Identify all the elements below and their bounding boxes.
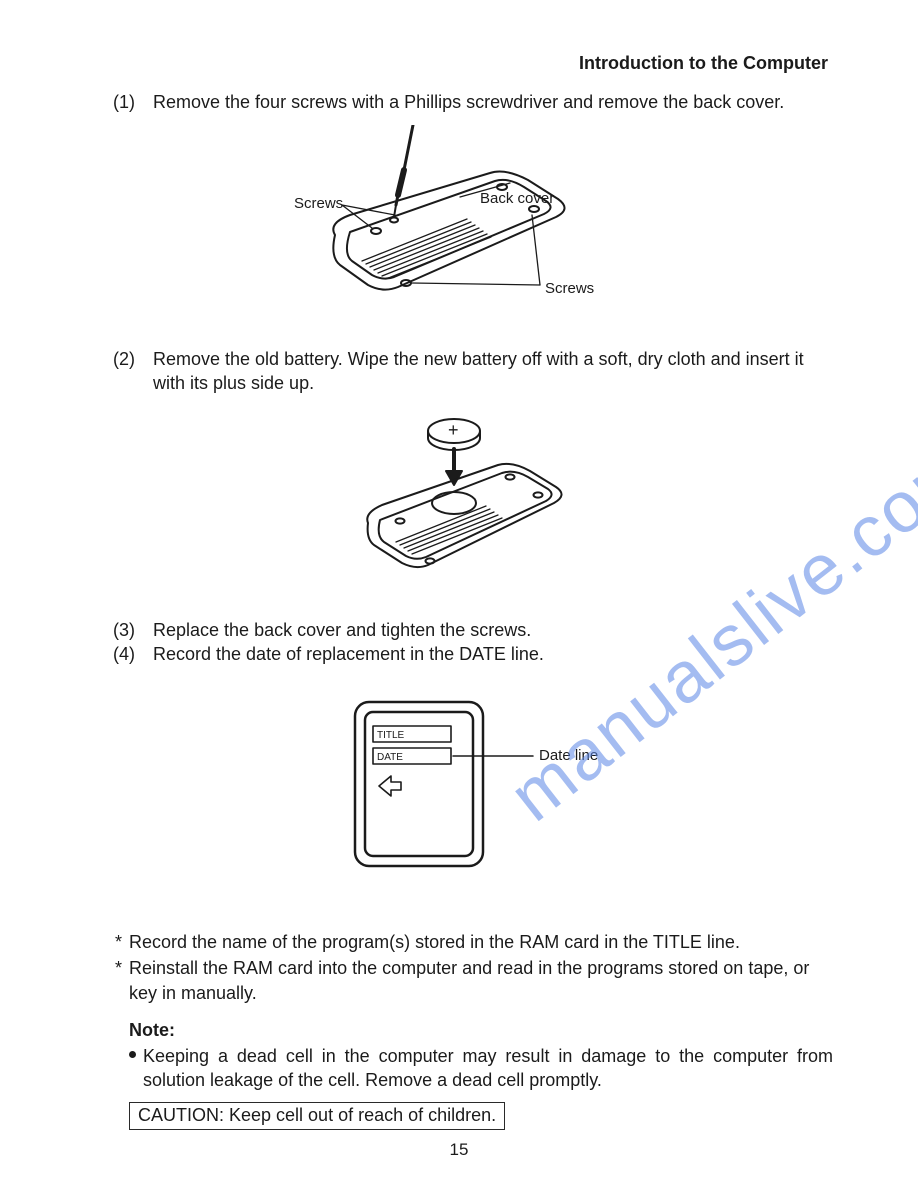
fig3-callout: Date line [539,747,598,764]
step-1: (1) Remove the four screws with a Philli… [115,90,833,114]
fig1-label-screws-left: Screws [294,195,343,212]
figure-1-back-cover: Screws Back cover Screws [280,125,660,345]
figure-3-card: TITLE DATE Date line [335,690,665,890]
note-heading: Note: [129,1020,175,1041]
step-2-text: Remove the old battery. Wipe the new bat… [153,347,833,396]
fig1-label-back-cover: Back cover [480,190,554,207]
svg-text:+: + [448,420,459,440]
asterisk-notes: * Record the name of the program(s) stor… [115,930,833,1007]
asterisk-note-2-text: Reinstall the RAM card into the computer… [129,956,833,1005]
manual-page: Introduction to the Computer (1) Remove … [0,0,918,1188]
step-1-number: (1) [113,90,135,114]
caution-box: CAUTION: Keep cell out of reach of child… [129,1102,505,1130]
asterisk-note-1: * Record the name of the program(s) stor… [115,930,833,954]
step-3: (3) Replace the back cover and tighten t… [115,618,833,642]
asterisk-note-1-text: Record the name of the program(s) stored… [129,930,833,954]
step-4-text: Record the date of replacement in the DA… [153,642,833,666]
bullet-note: Keeping a dead cell in the computer may … [129,1044,833,1093]
step-3-text: Replace the back cover and tighten the s… [153,618,833,642]
asterisk-icon: * [115,956,122,980]
step-2-number: (2) [113,347,135,371]
asterisk-icon: * [115,930,122,954]
fig1-label-screws-right: Screws [545,280,594,297]
step-3-number: (3) [113,618,135,642]
step-2: (2) Remove the old battery. Wipe the new… [115,347,833,396]
step-4-number: (4) [113,642,135,666]
figure-2-battery: + [330,405,590,605]
bullet-note-text: Keeping a dead cell in the computer may … [143,1044,833,1093]
fig3-title-label: TITLE [377,730,405,741]
asterisk-note-2: * Reinstall the RAM card into the comput… [115,956,833,1005]
fig3-date-label: DATE [377,752,403,763]
step-4: (4) Record the date of replacement in th… [115,642,833,666]
page-header: Introduction to the Computer [579,53,828,74]
step-1-text: Remove the four screws with a Phillips s… [153,90,833,114]
page-number: 15 [0,1140,918,1160]
bullet-icon [129,1051,136,1058]
